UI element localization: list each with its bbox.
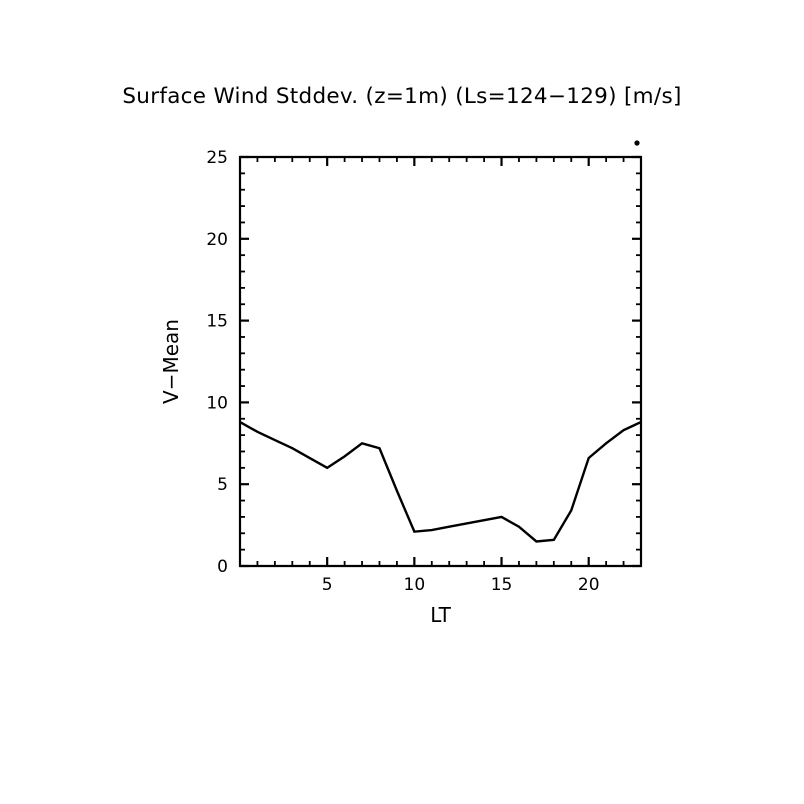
data-line-v-mean [239,420,642,543]
y-axis-tick-label: 0 [217,557,228,577]
plot-frame [238,155,643,568]
x-axis-tick-label: 5 [322,575,333,595]
x-axis-title: LT [430,603,451,627]
data-series-group [239,420,642,543]
ticks-group [239,155,642,568]
x-axis-tick-label: 15 [491,575,513,595]
tick-labels-group: 5 10 15 20 0 5 10 15 20 25 [206,148,599,595]
y-axis-tick-label: 10 [206,393,228,413]
y-axis-tick-label: 20 [206,230,228,250]
axis-titles-group: LT V−Mean [159,319,452,627]
y-axis-tick-label: 5 [217,475,228,495]
x-axis-tick-label: 10 [404,575,426,595]
x-axis-tick-label: 20 [578,575,600,595]
chart-title: Surface Wind Stddev. (z=1m) (Ls=124−129)… [122,84,682,109]
stray-dot-marker [634,140,640,146]
axes-group [238,155,643,568]
y-axis-tick-label: 25 [206,148,228,168]
y-axis-tick-label: 15 [206,312,228,332]
y-axis-title: V−Mean [159,319,183,404]
